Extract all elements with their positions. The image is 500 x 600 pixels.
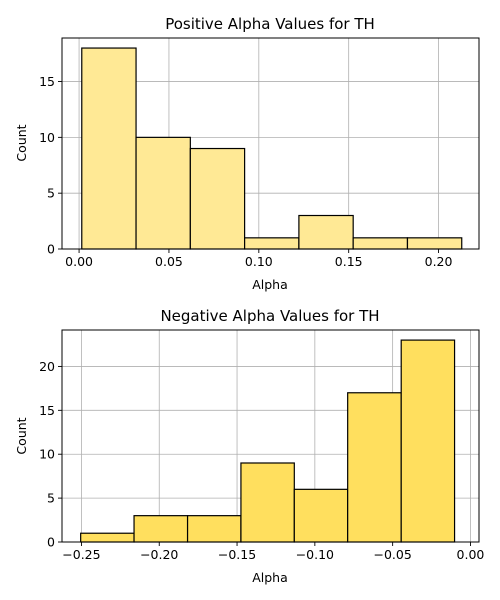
axes-frame [61,329,480,543]
x-tick-label: −0.20 [140,547,178,562]
x-tick-label: 0.05 [155,254,183,269]
histogram-bar-1 [80,532,135,543]
x-axis-label: Alpha [252,570,288,585]
y-tick-label: 5 [47,491,55,506]
x-tick-label: 0.00 [65,254,93,269]
axes-frame [61,37,480,250]
x-tick-label: 0.15 [335,254,363,269]
x-axis-label: Alpha [252,277,288,292]
x-ticks: 0.00 0.05 0.10 0.15 0.20 [65,249,453,269]
histogram-bar-6 [347,392,402,543]
y-tick-label: 10 [39,130,55,145]
histogram-bar-2 [135,136,191,250]
histogram-bar-3 [189,147,246,250]
histogram-bars [80,339,456,543]
x-tick-label: −0.25 [62,547,100,562]
histogram-bar-3 [186,515,242,543]
y-tick-label: 15 [39,403,55,418]
y-tick-label: 0 [47,242,55,257]
y-axis-label: Count [14,124,29,161]
y-ticks: 0 5 10 15 [39,74,62,257]
x-tick-label: 0.00 [457,547,485,562]
histogram-bar-6 [352,237,409,250]
positive-alpha-chart: Positive Alpha Values for TH Alpha Count… [14,15,480,292]
x-tick-label: −0.10 [296,547,334,562]
histogram-bar-5 [298,214,354,250]
histogram-bar-4 [240,462,295,543]
histogram-bar-5 [293,488,349,543]
y-tick-label: 0 [47,535,55,550]
histogram-bar-1 [81,47,137,250]
y-ticks: 0 5 10 15 20 [39,359,62,550]
histogram-bar-7 [406,237,463,250]
histogram-bar-2 [133,515,189,543]
histogram-bar-4 [244,237,300,250]
y-tick-label: 5 [47,186,55,201]
y-tick-label: 10 [39,447,55,462]
x-ticks: −0.25 −0.20 −0.15 −0.10 −0.05 0.00 [62,542,484,562]
x-tick-label: 0.20 [425,254,453,269]
x-tick-label: −0.05 [373,547,411,562]
y-tick-label: 20 [39,359,55,374]
x-tick-label: −0.15 [218,547,256,562]
histogram-bars [81,47,463,250]
y-tick-label: 15 [39,74,55,89]
x-tick-label: 0.10 [245,254,273,269]
y-axis-label: Count [14,417,29,454]
chart-title: Positive Alpha Values for TH [165,15,375,33]
chart-title: Negative Alpha Values for TH [160,307,379,325]
histogram-bar-7 [400,339,456,543]
negative-alpha-chart: Negative Alpha Values for TH Alpha Count… [14,307,484,585]
